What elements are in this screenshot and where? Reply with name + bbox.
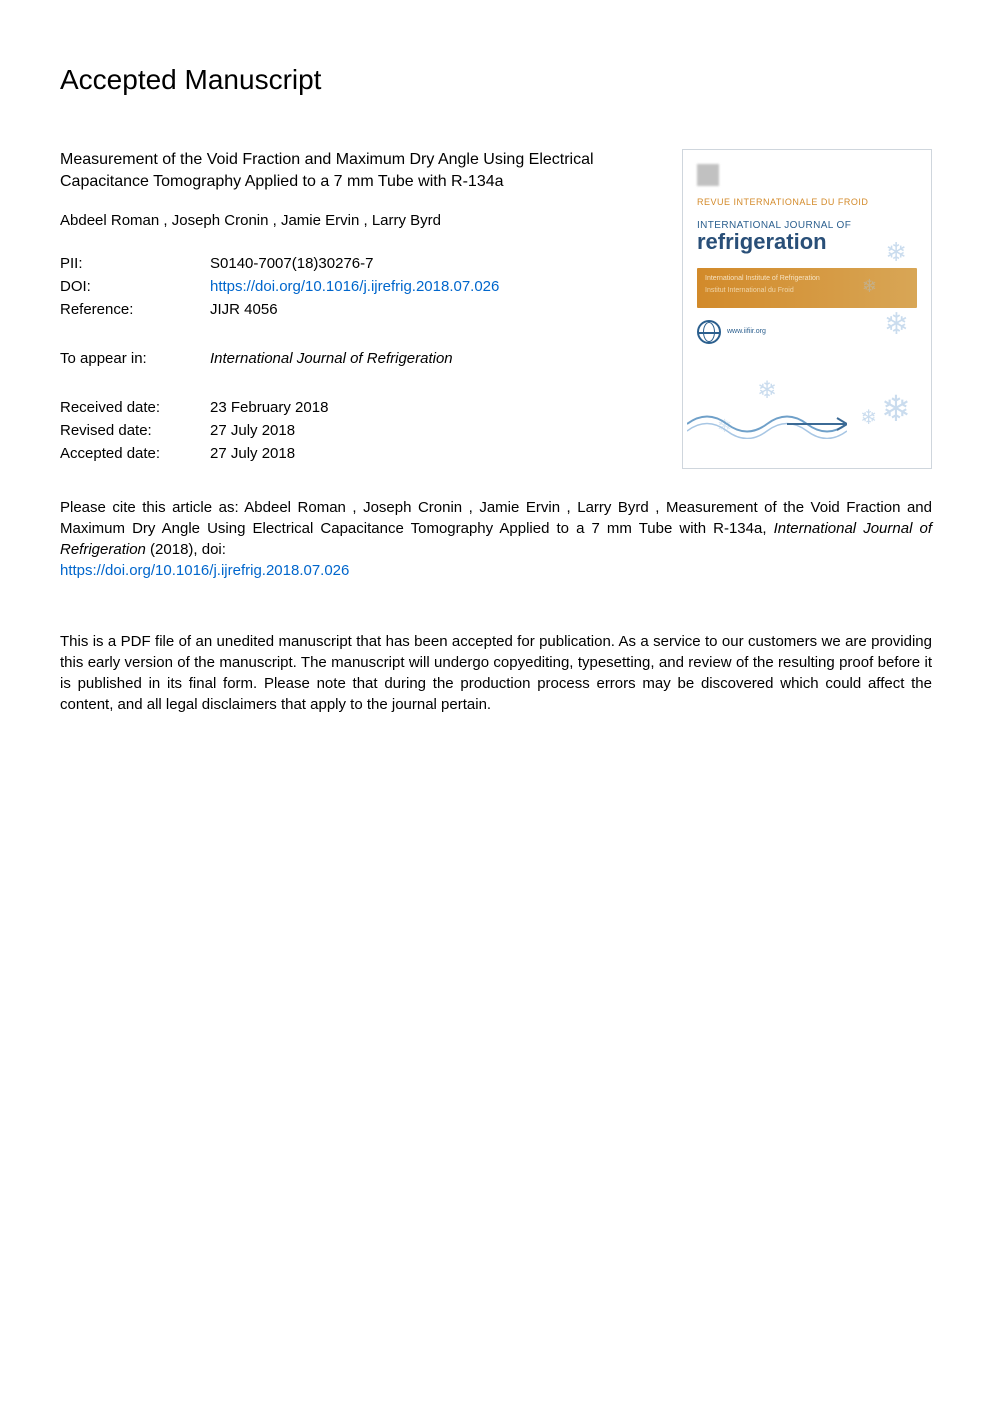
to-appear-label: To appear in:: [60, 348, 210, 369]
snowflake-icon: ❄: [862, 274, 877, 299]
snowflake-icon: ❄: [884, 304, 909, 346]
meta-table: PII: S0140-7007(18)30276-7 DOI: https://…: [60, 253, 642, 320]
pii-label: PII:: [60, 253, 210, 274]
revised-label: Revised date:: [60, 420, 210, 441]
globe-icon: [697, 320, 721, 344]
to-appear-row: To appear in: International Journal of R…: [60, 348, 642, 369]
citation-paragraph: Please cite this article as: Abdeel Roma…: [60, 497, 932, 581]
reference-value: JIJR 4056: [210, 299, 642, 320]
to-appear-journal: International Journal of Refrigeration: [210, 348, 642, 369]
top-left-column: Measurement of the Void Fraction and Max…: [60, 149, 642, 464]
accepted-label: Accepted date:: [60, 443, 210, 464]
citation-suffix: (2018), doi:: [146, 541, 226, 558]
received-label: Received date:: [60, 397, 210, 418]
article-title: Measurement of the Void Fraction and Max…: [60, 149, 642, 192]
snowflake-icon: ❄: [860, 404, 877, 432]
article-authors: Abdeel Roman , Joseph Cronin , Jamie Erv…: [60, 210, 642, 231]
cover-band-text-2: Institut International du Froid: [705, 286, 794, 296]
elsevier-logo-icon: [697, 164, 719, 186]
revised-value: 27 July 2018: [210, 420, 642, 441]
doi-link[interactable]: https://doi.org/10.1016/j.ijrefrig.2018.…: [210, 278, 499, 295]
accepted-value: 27 July 2018: [210, 443, 642, 464]
top-row: Measurement of the Void Fraction and Max…: [60, 149, 932, 468]
cover-art: ❄ ❄ ❄ ❄ ❄ ❄ ❄: [697, 354, 917, 454]
doi-value: https://doi.org/10.1016/j.ijrefrig.2018.…: [210, 276, 642, 297]
snowflake-icon: ❄: [885, 234, 907, 270]
cover-band: International Institute of Refrigeration…: [697, 268, 917, 308]
doi-label: DOI:: [60, 276, 210, 297]
snowflake-icon: ❄: [757, 374, 777, 408]
journal-cover: REVUE INTERNATIONALE DU FROID INTERNATIO…: [682, 149, 932, 468]
cover-title: refrigeration: [697, 227, 917, 258]
wave-icon: [687, 409, 847, 439]
cover-band-text-1: International Institute of Refrigeration: [705, 274, 820, 284]
cover-url: www.iifiir.org: [727, 327, 766, 337]
received-value: 23 February 2018: [210, 397, 642, 418]
citation-doi-link[interactable]: https://doi.org/10.1016/j.ijrefrig.2018.…: [60, 562, 349, 579]
pii-value: S0140-7007(18)30276-7: [210, 253, 642, 274]
snowflake-icon: ❄: [881, 384, 911, 434]
reference-label: Reference:: [60, 299, 210, 320]
disclaimer-paragraph: This is a PDF file of an unedited manusc…: [60, 631, 932, 715]
cover-revue-text: REVUE INTERNATIONALE DU FROID: [697, 196, 917, 209]
dates-block: Received date: 23 February 2018 Revised …: [60, 397, 642, 464]
accepted-manuscript-heading: Accepted Manuscript: [60, 60, 932, 99]
